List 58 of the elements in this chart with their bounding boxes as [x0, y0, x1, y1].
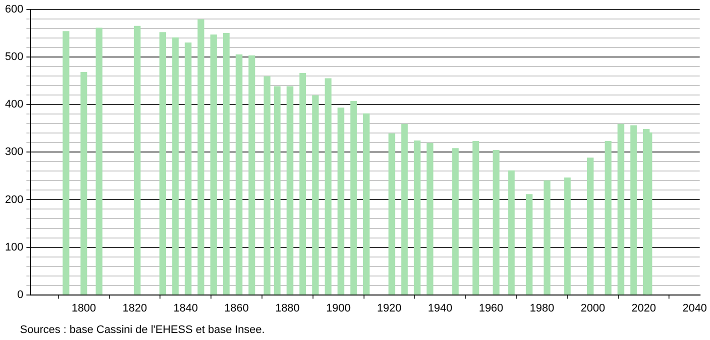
bar	[198, 19, 204, 295]
bar	[299, 72, 306, 295]
bar	[604, 140, 612, 295]
bar	[223, 33, 230, 295]
bar	[401, 124, 408, 295]
bar	[312, 95, 319, 295]
bar	[564, 178, 571, 295]
bar	[646, 132, 652, 295]
y-tick-label: 400	[4, 98, 24, 111]
bar	[248, 55, 256, 295]
bar	[324, 78, 332, 295]
x-tick-label: 2040	[682, 302, 707, 314]
bar	[62, 31, 70, 295]
y-tick-label: 200	[4, 194, 24, 206]
bar	[544, 180, 550, 295]
y-tick-label: 500	[4, 51, 24, 64]
x-tick-label: 1900	[326, 302, 351, 314]
bar	[134, 26, 141, 295]
y-tick-label: 0	[17, 288, 24, 301]
bar	[492, 150, 500, 295]
x-tick-label: 1880	[275, 302, 300, 314]
bar	[350, 101, 357, 295]
bar	[508, 170, 515, 295]
x-tick-label: 1920	[377, 302, 402, 314]
x-tick-label: 1840	[173, 302, 198, 314]
bar	[80, 72, 88, 295]
x-tick-label: 2000	[580, 302, 606, 314]
y-tick-label: 300	[4, 146, 24, 158]
bar	[587, 158, 594, 295]
bar	[210, 34, 217, 295]
x-tick-label: 1940	[428, 302, 452, 314]
y-tick-label: 600	[4, 4, 24, 16]
bar	[414, 140, 421, 295]
x-tick-label: 1980	[530, 302, 554, 314]
bar	[426, 142, 434, 295]
bar	[96, 28, 102, 295]
bar	[184, 42, 192, 295]
x-tick-label: 1960	[478, 302, 504, 314]
bar	[452, 148, 459, 295]
bar	[159, 32, 166, 295]
bar	[618, 124, 624, 295]
source-note: Sources : base Cassini de l'EHESS et base Insee.	[20, 324, 265, 336]
bar	[363, 113, 370, 295]
x-tick-label: 2020	[632, 302, 656, 314]
bar	[338, 108, 344, 295]
x-tick-label: 1800	[72, 302, 96, 314]
bar	[274, 86, 281, 295]
x-tick-label: 1860	[224, 302, 249, 314]
bar	[286, 86, 294, 295]
bar	[388, 133, 396, 295]
bar	[472, 140, 480, 295]
y-tick-label: 100	[4, 241, 24, 254]
bar	[526, 194, 533, 295]
bar	[264, 76, 270, 295]
x-tick-label: 1820	[122, 302, 147, 314]
bar	[236, 54, 242, 295]
bar	[630, 125, 637, 295]
bar	[172, 37, 179, 295]
